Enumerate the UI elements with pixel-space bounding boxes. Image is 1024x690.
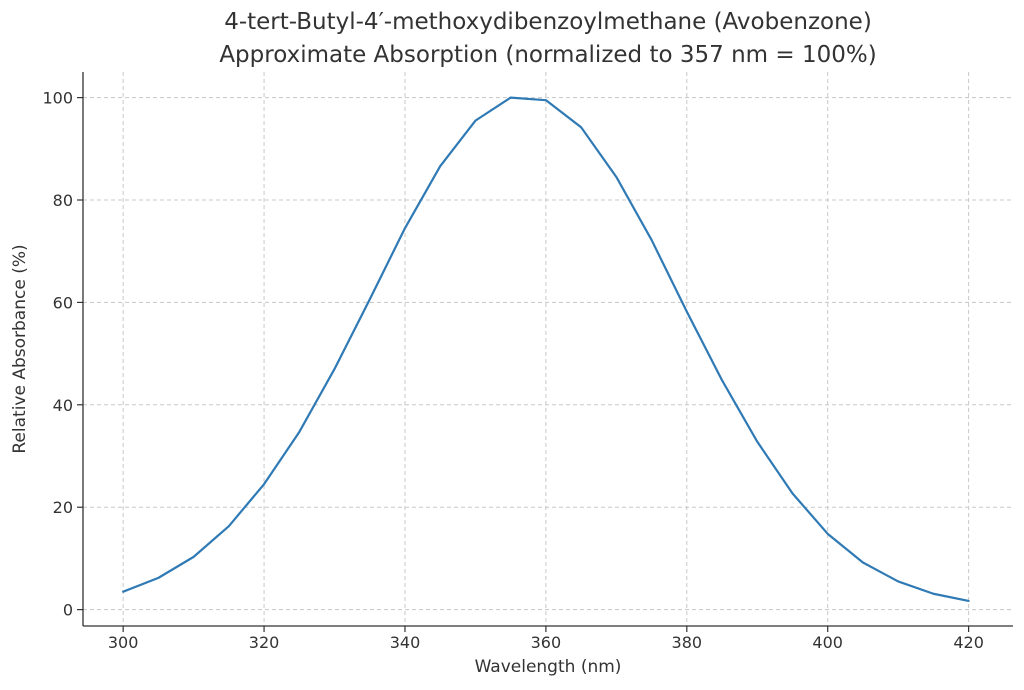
- x-tick-label: 320: [249, 633, 280, 652]
- x-tick-label: 300: [108, 633, 139, 652]
- x-axis-label: Wavelength (nm): [475, 657, 622, 677]
- y-tick-label: 100: [42, 89, 73, 108]
- x-tick-label: 420: [953, 633, 984, 652]
- x-tick-label: 360: [531, 633, 562, 652]
- y-tick-label: 60: [53, 293, 73, 312]
- chart-subtitle: Approximate Absorption (normalized to 35…: [219, 42, 876, 68]
- y-axis-label: Relative Absorbance (%): [10, 244, 30, 453]
- x-tick-label: 340: [390, 633, 421, 652]
- series-layer: [122, 96, 970, 603]
- axes: [82, 72, 1013, 627]
- chart-title: 4-tert-Butyl-4′-methoxydibenzoylmethane …: [224, 9, 872, 35]
- y-tick-label: 20: [53, 498, 73, 517]
- y-tick-label: 0: [63, 601, 73, 620]
- y-tick-label: 40: [53, 396, 73, 415]
- grid: [83, 72, 1013, 626]
- x-tick-label: 400: [812, 633, 843, 652]
- y-tick-label: 80: [53, 191, 73, 210]
- ticks: 300 320 340 360 380 400 420 0 20 40 60 80 100: [42, 89, 983, 652]
- x-tick-label: 380: [672, 633, 703, 652]
